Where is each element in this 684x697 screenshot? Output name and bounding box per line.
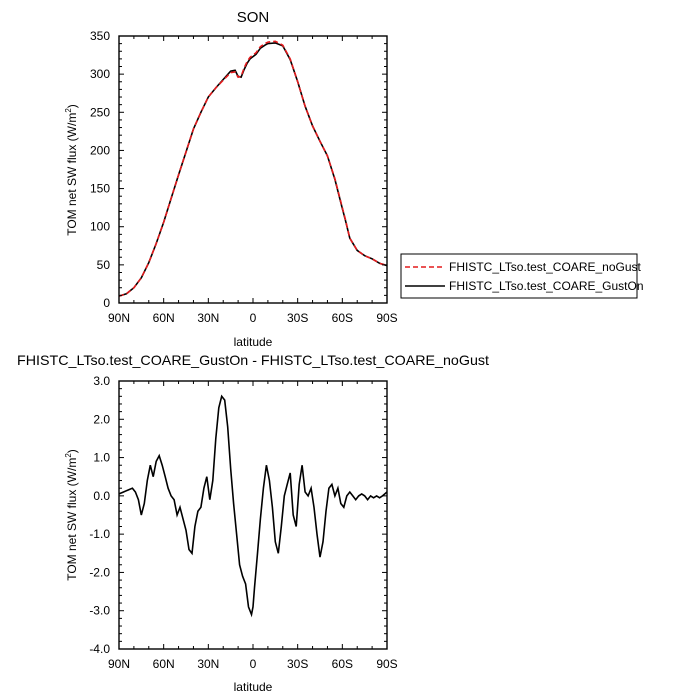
difference-line — [118, 394, 388, 618]
y-tick-label: 200 — [90, 143, 110, 157]
bottom-panel: FHISTC_LTso.test_COARE_GustOn - FHISTC_L… — [17, 352, 489, 694]
y-tick-label: 350 — [90, 29, 110, 43]
y-tick-label: 3.0 — [93, 374, 110, 388]
y-tick-label: -4.0 — [89, 642, 110, 656]
x-tick-label: 60N — [153, 657, 175, 671]
series-line-gust-on — [118, 42, 388, 297]
top-y-axis-label: TOM net SW flux (W/m2) — [64, 104, 79, 236]
x-tick-label: 60S — [332, 311, 353, 325]
y-tick-label: 2.0 — [93, 412, 110, 426]
bottom-title: FHISTC_LTso.test_COARE_GustOn - FHISTC_L… — [17, 352, 489, 368]
x-tick-label: 30N — [197, 657, 219, 671]
x-tick-label: 30S — [287, 311, 308, 325]
y-tick-label: -3.0 — [89, 604, 110, 618]
x-tick-label: 90S — [376, 311, 397, 325]
y-tick-label: 0.0 — [93, 489, 110, 503]
y-tick-label: 300 — [90, 67, 110, 81]
y-tick-label: 1.0 — [93, 451, 110, 465]
y-tick-label: -2.0 — [89, 565, 110, 579]
y-tick-label: 0 — [103, 296, 110, 310]
legend-label-no-gust: FHISTC_LTso.test_COARE_noGust — [449, 260, 642, 274]
bottom-y-axis-label: TOM net SW flux (W/m2) — [64, 449, 79, 581]
x-tick-label: 90N — [108, 657, 130, 671]
y-tick-label: 250 — [90, 105, 110, 119]
y-tick-label: 100 — [90, 220, 110, 234]
x-tick-label: 90N — [108, 311, 130, 325]
x-tick-label: 30S — [287, 657, 308, 671]
x-tick-label: 30N — [197, 311, 219, 325]
legend-box — [400, 253, 638, 299]
y-tick-label: 50 — [97, 258, 111, 272]
bottom-x-axis-label: latitude — [234, 680, 273, 694]
legend-label-gust-on: FHISTC_LTso.test_COARE_GustOn — [449, 279, 644, 293]
y-tick-label: 150 — [90, 182, 110, 196]
x-tick-label: 90S — [376, 657, 397, 671]
top-panel: SON 90N 60N 30N 0 30S 60S 90S 0 50 100 150 200 250 30… — [64, 9, 398, 349]
x-tick-label: 60N — [153, 311, 175, 325]
x-tick-label: 0 — [250, 657, 257, 671]
series-line-no-gust — [118, 40, 388, 297]
legend: FHISTC_LTso.test_COARE_noGust FHISTC_LTs… — [400, 253, 644, 299]
x-tick-label: 60S — [332, 657, 353, 671]
y-tick-label: -1.0 — [89, 527, 110, 541]
x-tick-label: 0 — [250, 311, 257, 325]
top-plot-frame — [118, 35, 388, 304]
top-x-axis-label: latitude — [234, 335, 273, 349]
top-title: SON — [237, 9, 270, 26]
